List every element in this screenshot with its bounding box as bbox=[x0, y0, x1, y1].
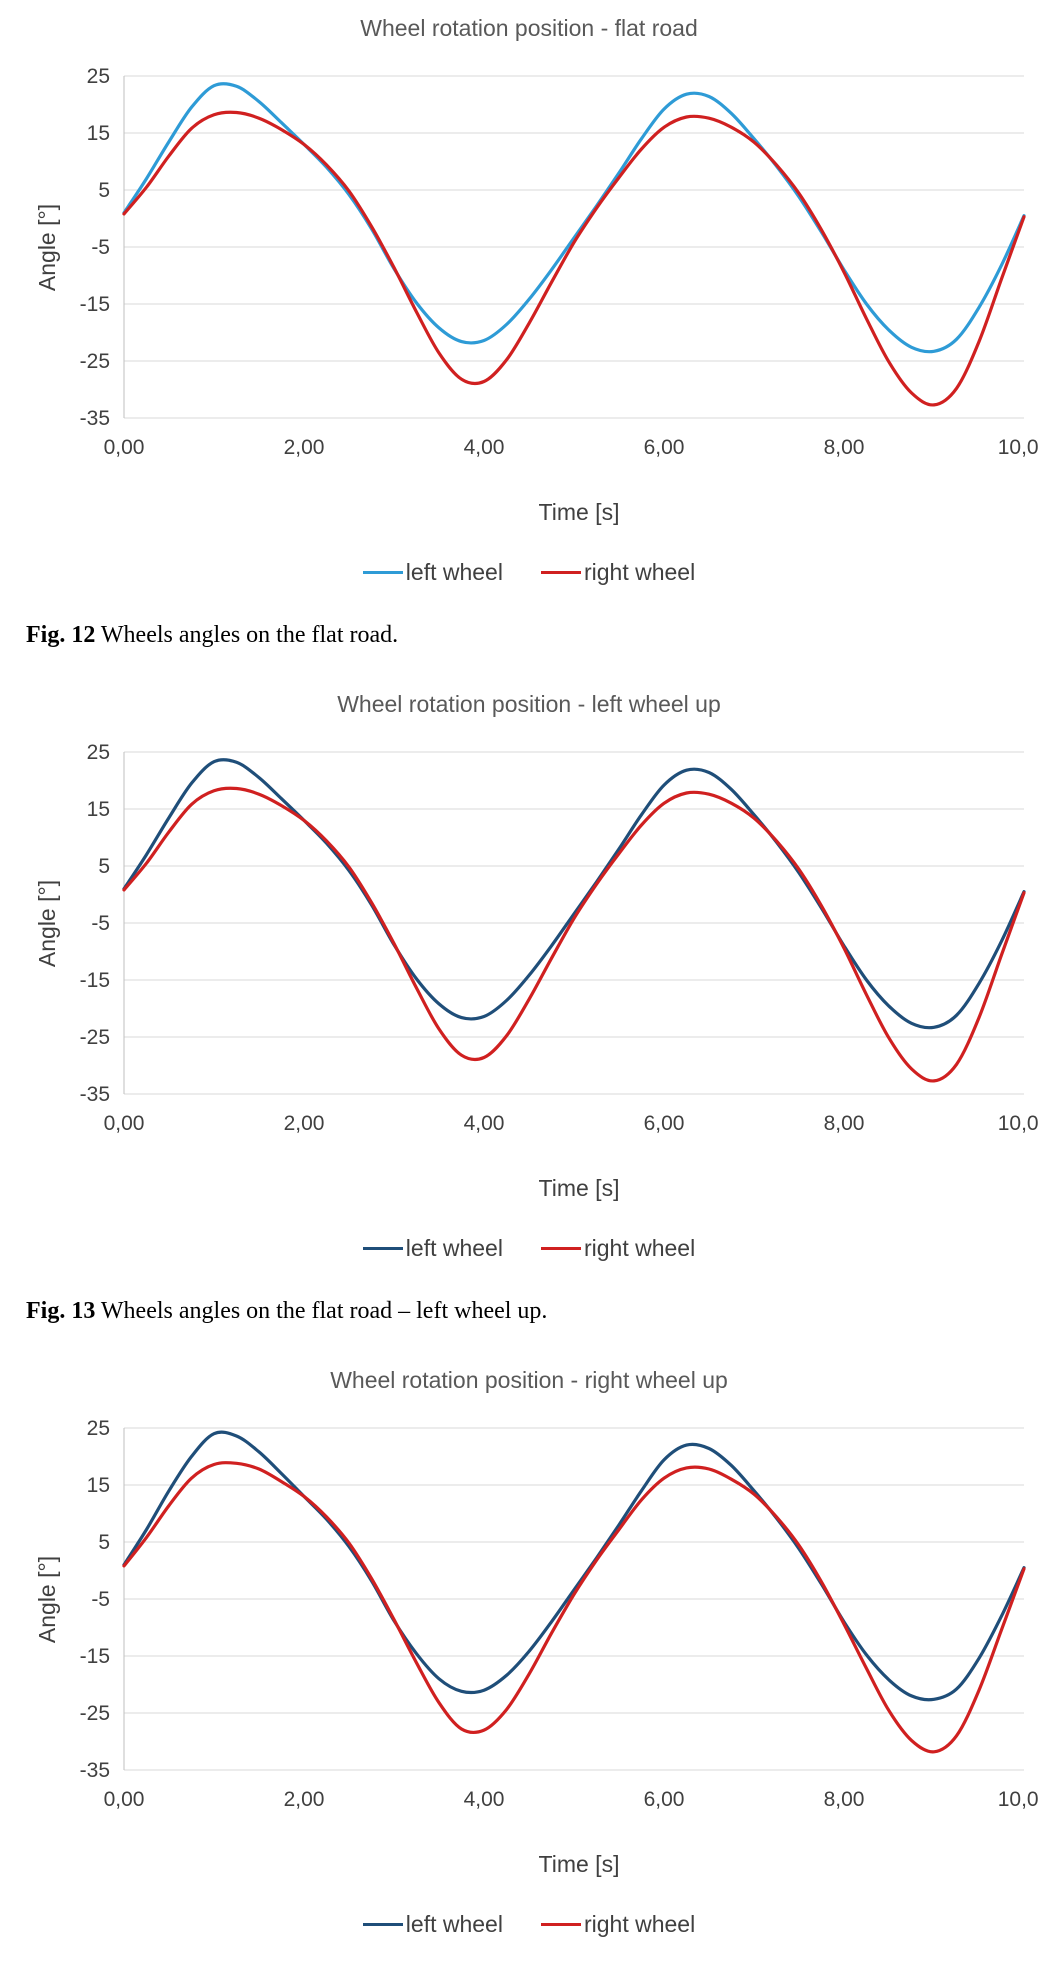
legend-label: right wheel bbox=[583, 1911, 696, 1937]
svg-text:4,00: 4,00 bbox=[464, 1788, 505, 1811]
svg-text:-25: -25 bbox=[80, 1702, 110, 1725]
chart-legend: left wheel right wheel bbox=[0, 1908, 1058, 1940]
figure-flat-road: Wheel rotation position - flat road 25 15… bbox=[0, 14, 1058, 650]
figure-caption-text: Wheels angles on the flat road – left wh… bbox=[100, 1298, 548, 1324]
svg-text:25: 25 bbox=[87, 741, 110, 764]
chart-legend: left wheel right wheel bbox=[0, 556, 1058, 588]
figure-caption: Fig. 12 Wheels angles on the flat road. bbox=[26, 620, 1058, 650]
legend-line-swatch bbox=[540, 1922, 581, 1926]
legend-label: left wheel bbox=[405, 1911, 503, 1937]
svg-text:6,00: 6,00 bbox=[644, 1112, 685, 1135]
svg-text:15: 15 bbox=[87, 122, 110, 145]
svg-text:-15: -15 bbox=[80, 293, 110, 316]
legend-line-swatch bbox=[540, 1246, 581, 1250]
svg-text:0,00: 0,00 bbox=[104, 1112, 145, 1135]
svg-text:10,00: 10,00 bbox=[998, 1112, 1039, 1135]
svg-text:-5: -5 bbox=[91, 1588, 110, 1611]
chart-legend: left wheel right wheel bbox=[0, 1232, 1058, 1264]
legend-item-left-wheel: left wheel bbox=[362, 1232, 503, 1264]
svg-text:10,00: 10,00 bbox=[998, 436, 1039, 459]
svg-text:4,00: 4,00 bbox=[464, 436, 505, 459]
svg-text:6,00: 6,00 bbox=[644, 1788, 685, 1811]
svg-text:25: 25 bbox=[87, 65, 110, 88]
svg-text:-15: -15 bbox=[80, 969, 110, 992]
chart-title: Wheel rotation position - right wheel up bbox=[330, 1367, 728, 1393]
legend-label: left wheel bbox=[405, 1235, 503, 1261]
legend-item-left-wheel: left wheel bbox=[362, 1908, 503, 1940]
legend-line-swatch bbox=[362, 570, 403, 574]
legend-item-right-wheel: right wheel bbox=[540, 1232, 696, 1264]
legend-line-swatch bbox=[540, 570, 581, 574]
figure-number: Fig. 13 bbox=[26, 1298, 96, 1324]
svg-text:-35: -35 bbox=[80, 407, 110, 430]
svg-text:2,00: 2,00 bbox=[284, 1788, 325, 1811]
chart-title: Wheel rotation position - left wheel up bbox=[337, 691, 721, 717]
svg-text:0,00: 0,00 bbox=[104, 436, 145, 459]
plot-container: 25 15 5 -5 -15 -25 -35 0,00 2,00 4,00 6,00 8,00 10,0… bbox=[19, 1410, 1039, 1850]
svg-text:8,00: 8,00 bbox=[824, 1112, 865, 1135]
svg-text:2,00: 2,00 bbox=[284, 436, 325, 459]
svg-text:0,00: 0,00 bbox=[104, 1788, 145, 1811]
figure-right-wheel-up: Wheel rotation position - right wheel up… bbox=[0, 1366, 1058, 1940]
svg-text:8,00: 8,00 bbox=[824, 1788, 865, 1811]
svg-text:5: 5 bbox=[98, 855, 110, 878]
legend-label: right wheel bbox=[583, 1235, 696, 1261]
svg-text:25: 25 bbox=[87, 1417, 110, 1440]
legend-line-swatch bbox=[362, 1922, 403, 1926]
svg-text:-25: -25 bbox=[80, 1026, 110, 1049]
svg-text:4,00: 4,00 bbox=[464, 1112, 505, 1135]
svg-text:5: 5 bbox=[98, 1531, 110, 1554]
plot-area: 25 15 5 -5 -15 -25 -35 0,00 2,00 4,00 6,00 8,00 10,0… bbox=[80, 65, 1039, 459]
legend-item-right-wheel: right wheel bbox=[540, 1908, 696, 1940]
figure-caption-text: Wheels angles on the flat road. bbox=[100, 622, 399, 648]
svg-text:8,00: 8,00 bbox=[824, 436, 865, 459]
legend-label: right wheel bbox=[583, 559, 696, 585]
svg-text:-15: -15 bbox=[80, 1645, 110, 1668]
svg-text:-35: -35 bbox=[80, 1759, 110, 1782]
svg-text:15: 15 bbox=[87, 798, 110, 821]
svg-text:-5: -5 bbox=[91, 236, 110, 259]
legend-label: left wheel bbox=[405, 559, 503, 585]
svg-text:5: 5 bbox=[98, 179, 110, 202]
x-axis-label: Time [s] bbox=[538, 1851, 620, 1877]
figure-caption: Fig. 13 Wheels angles on the flat road –… bbox=[26, 1296, 1058, 1326]
svg-text:-25: -25 bbox=[80, 350, 110, 373]
plot-container: 25 15 5 -5 -15 -25 -35 0,00 2,00 4,00 6,00 8,00 10,0… bbox=[19, 734, 1039, 1174]
svg-text:6,00: 6,00 bbox=[644, 436, 685, 459]
chart-title: Wheel rotation position - flat road bbox=[360, 15, 698, 41]
x-axis-label: Time [s] bbox=[538, 1175, 620, 1201]
svg-text:10,00: 10,00 bbox=[998, 1788, 1039, 1811]
legend-item-right-wheel: right wheel bbox=[540, 556, 696, 588]
svg-text:15: 15 bbox=[87, 1474, 110, 1497]
plot-container: 25 15 5 -5 -15 -25 -35 0,00 2,00 4,00 6,00 8,00 10,0… bbox=[19, 58, 1039, 498]
svg-text:2,00: 2,00 bbox=[284, 1112, 325, 1135]
svg-text:-5: -5 bbox=[91, 912, 110, 935]
figure-number: Fig. 12 bbox=[26, 622, 96, 648]
x-axis-label: Time [s] bbox=[538, 499, 620, 525]
plot-area: 25 15 5 -5 -15 -25 -35 0,00 2,00 4,00 6,00 8,00 10,0… bbox=[80, 1417, 1039, 1811]
figure-left-wheel-up: Wheel rotation position - left wheel up … bbox=[0, 690, 1058, 1326]
legend-item-left-wheel: left wheel bbox=[362, 556, 503, 588]
plot-area: 25 15 5 -5 -15 -25 -35 0,00 2,00 4,00 6,00 8,00 10,0… bbox=[80, 741, 1039, 1135]
legend-line-swatch bbox=[362, 1246, 403, 1250]
svg-text:-35: -35 bbox=[80, 1083, 110, 1106]
